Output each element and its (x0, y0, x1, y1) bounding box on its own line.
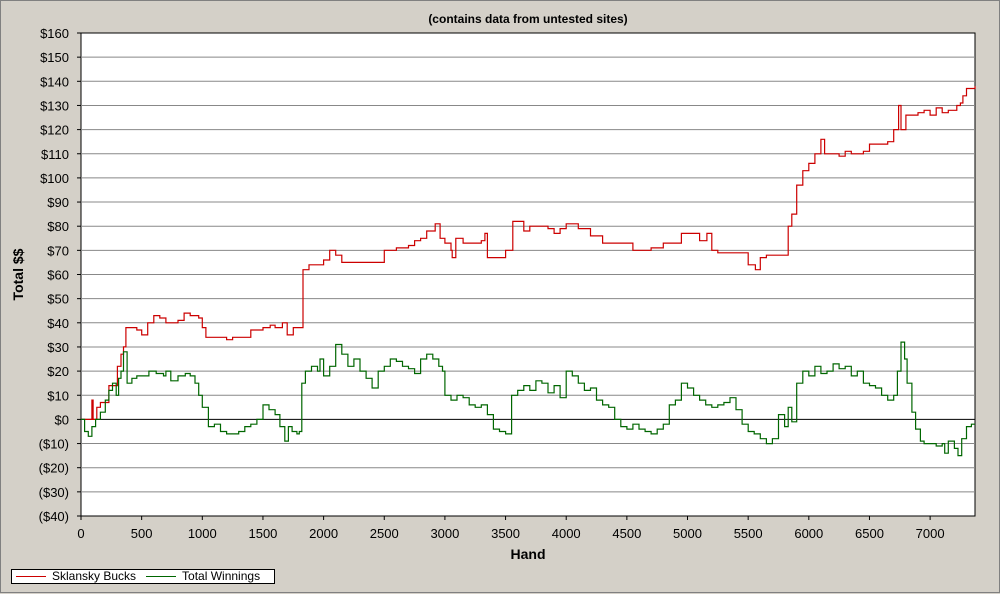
y-axis-title: Total $$ (10, 248, 26, 300)
y-tick-label: $20 (47, 364, 69, 379)
y-tick-label: $150 (40, 50, 69, 65)
y-tick-label: $50 (47, 292, 69, 307)
y-tick-label: $140 (40, 74, 69, 89)
x-tick-label: 500 (131, 526, 153, 541)
y-tick-label: $10 (47, 388, 69, 403)
legend-label-total-winnings: Total Winnings (182, 569, 261, 583)
x-tick-label: 4000 (552, 526, 581, 541)
y-tick-label: $70 (47, 243, 69, 258)
y-axis-ticks: $160 $150 $140 $130 $120 $110 $100 $90 $80 $70 $60… (39, 26, 81, 524)
y-tick-label: $90 (47, 195, 69, 210)
y-tick-label: ($30) (39, 485, 69, 500)
series-lines (81, 86, 976, 457)
x-tick-label: 6000 (794, 526, 823, 541)
series-line-total-winnings (81, 341, 975, 457)
legend-swatch-total-winnings (146, 576, 177, 577)
legend-swatch-sklansky (16, 576, 46, 577)
y-tick-label: $120 (40, 123, 69, 138)
x-tick-label: 3000 (430, 526, 459, 541)
legend: Sklansky Bucks Total Winnings (11, 569, 275, 584)
x-tick-label: 7000 (916, 526, 945, 541)
x-tick-label: 5500 (734, 526, 763, 541)
legend-label-sklansky: Sklansky Bucks (52, 569, 137, 583)
x-tick-label: 5000 (673, 526, 702, 541)
gridlines (81, 56, 975, 493)
y-tick-label: $160 (40, 26, 69, 41)
x-tick-label: 4500 (612, 526, 641, 541)
y-tick-label: $100 (40, 171, 69, 186)
y-tick-label: $80 (47, 219, 69, 234)
y-tick-label: $30 (47, 340, 69, 355)
legend-item-sklansky: Sklansky Bucks (16, 569, 136, 584)
legend-item-total-winnings: Total Winnings (146, 569, 260, 584)
x-tick-label: 1500 (248, 526, 277, 541)
y-tick-label: ($10) (39, 437, 69, 452)
y-tick-label: $110 (41, 147, 69, 162)
chart-title: (contains data from untested sites) (428, 12, 627, 26)
x-tick-label: 0 (77, 526, 84, 541)
y-tick-label: ($20) (39, 461, 69, 476)
x-axis-title: Hand (511, 546, 546, 562)
x-tick-label: 3500 (491, 526, 520, 541)
x-tick-label: 1000 (188, 526, 217, 541)
y-tick-label: $0 (55, 412, 69, 427)
y-tick-label: $40 (47, 316, 69, 331)
y-tick-label: ($40) (39, 509, 69, 524)
y-tick-label: $130 (40, 98, 69, 113)
x-axis-ticks: 0 500 1000 1500 2000 2500 3000 3500 4000 4500 5000… (77, 516, 945, 541)
y-tick-label: $60 (47, 268, 69, 283)
x-tick-label: 6500 (855, 526, 884, 541)
x-tick-label: 2000 (309, 526, 338, 541)
series-line-sklansky-bucks (81, 86, 976, 420)
x-tick-label: 2500 (370, 526, 399, 541)
